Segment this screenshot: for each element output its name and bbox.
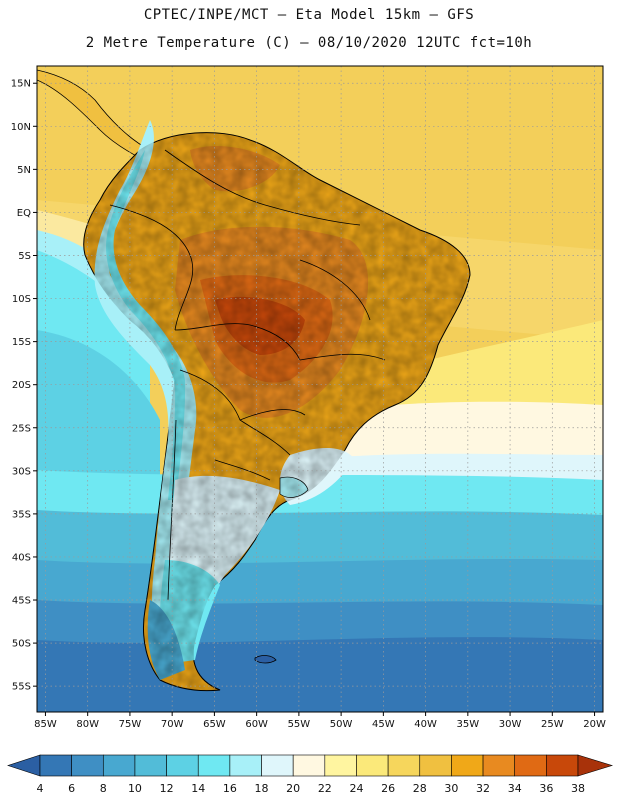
colorbar-label: 28: [413, 782, 427, 795]
lon-label: 70W: [161, 719, 184, 730]
lat-label: 55S: [12, 682, 31, 693]
colorbar-swatch: [39, 754, 72, 777]
lat-label: 25S: [12, 423, 31, 434]
axis-ticks: 85W 80W 75W 70W 65W 60W 55W 50W 45W 40W 35W 30W 25W 2…: [11, 79, 606, 730]
colorbar: 4 6 8 10 12 14 16 18 20 22 24 26 28 30 32 34 36 38: [7, 754, 614, 795]
lat-label: 40S: [12, 552, 31, 563]
title-line-2: 2 Metre Temperature (C) – 08/10/2020 12U…: [85, 35, 533, 51]
lon-label: 30W: [499, 719, 522, 730]
colorbar-swatch: [229, 754, 262, 777]
lon-label: 60W: [245, 719, 268, 730]
colorbar-swatch: [546, 754, 579, 777]
lon-label: 50W: [330, 719, 353, 730]
title-line-1: CPTEC/INPE/MCT – Eta Model 15km – GFS: [143, 7, 475, 23]
colorbar-label: 4: [37, 782, 44, 795]
colorbar-swatch: [482, 754, 516, 777]
colorbar-label: 14: [191, 782, 205, 795]
map-frame: [36, 65, 604, 713]
falklands-island: [254, 655, 277, 664]
colorbar-swatch: [71, 754, 104, 777]
colorbar-swatch: [134, 754, 167, 777]
colorbar-swatch: [324, 754, 357, 777]
colorbar-label: 10: [128, 782, 142, 795]
ocean-band-south-5: [37, 637, 603, 712]
colorbar-arrow-high: [577, 754, 614, 777]
colorbar-swatch: [197, 754, 231, 777]
colorbar-label: 20: [286, 782, 300, 795]
lat-label: 35S: [12, 509, 31, 520]
colorbar-swatch: [261, 754, 294, 777]
lat-label: EQ: [17, 208, 31, 219]
colorbar-label: 16: [223, 782, 237, 795]
colorbar-label: 12: [160, 782, 174, 795]
colorbar-swatch: [292, 754, 326, 777]
lat-label: 10S: [12, 294, 31, 305]
lat-label: 50S: [12, 639, 31, 650]
lat-label: 10N: [11, 122, 31, 133]
lon-label: 65W: [203, 719, 226, 730]
colorbar-swatch: [451, 754, 484, 777]
lat-label: 20S: [12, 380, 31, 391]
colorbar-swatch: [356, 754, 389, 777]
colorbar-swatch: [102, 754, 136, 777]
lon-label: 45W: [372, 719, 395, 730]
colorbar-swatch: [419, 754, 452, 777]
colorbar-swatch: [166, 754, 199, 777]
lat-label: 30S: [12, 466, 31, 477]
colorbar-label: 18: [255, 782, 269, 795]
lon-label: 20W: [583, 719, 606, 730]
colorbar-label: 8: [100, 782, 107, 795]
lat-label: 45S: [12, 596, 31, 607]
colorbar-label: 30: [444, 782, 458, 795]
lon-label: 55W: [288, 719, 311, 730]
map-area: [37, 66, 603, 712]
country-borders: [109, 149, 386, 601]
colorbar-swatch: [514, 754, 547, 777]
lat-label: 5S: [18, 251, 31, 262]
colorbar-label: 34: [508, 782, 522, 795]
colorbar-label: 26: [381, 782, 395, 795]
colorbar-label: 24: [349, 782, 363, 795]
colorbar-label: 6: [68, 782, 75, 795]
colorbar-label: 38: [571, 782, 585, 795]
colorbar-swatch: [387, 754, 421, 777]
lon-label: 85W: [34, 719, 57, 730]
lon-label: 80W: [76, 719, 99, 730]
colorbar-label: 32: [476, 782, 490, 795]
lat-label: 15N: [11, 79, 31, 90]
lon-label: 75W: [119, 719, 142, 730]
lat-label: 15S: [12, 337, 31, 348]
lon-label: 35W: [457, 719, 480, 730]
colorbar-label: 22: [318, 782, 332, 795]
lon-label: 40W: [414, 719, 437, 730]
colorbar-label: 36: [539, 782, 553, 795]
lon-label: 25W: [541, 719, 564, 730]
colorbar-arrow-low: [7, 754, 41, 777]
lat-label: 5N: [17, 165, 31, 176]
